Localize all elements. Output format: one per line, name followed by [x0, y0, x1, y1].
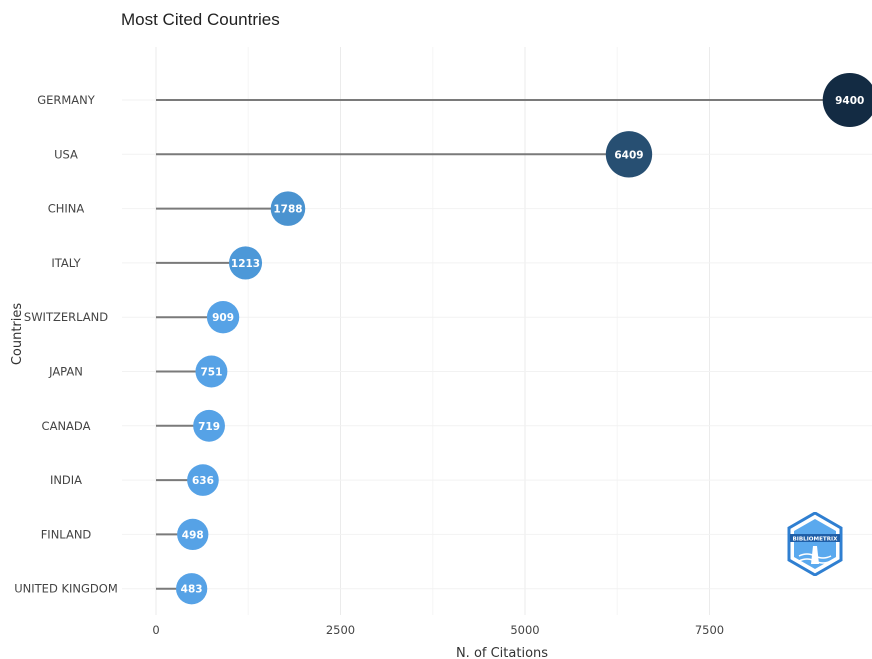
bibliometrix-logo: BIBLIOMETRIX	[787, 512, 843, 576]
y-tick-label: INDIA	[50, 473, 82, 487]
y-tick-label: GERMANY	[37, 93, 96, 107]
data-label: 483	[181, 584, 203, 596]
data-label: 719	[198, 421, 220, 433]
x-tick-label: 2500	[326, 623, 355, 637]
x-axis-label: N. of Citations	[456, 646, 548, 659]
x-tick-label: 0	[152, 623, 159, 637]
y-tick-label: CHINA	[48, 202, 85, 216]
y-tick-label: ITALY	[51, 256, 81, 270]
data-label: 751	[200, 367, 222, 379]
chart-title: Most Cited Countries	[121, 10, 280, 29]
point	[228, 246, 263, 280]
point	[193, 409, 225, 442]
point	[270, 191, 306, 226]
grid	[122, 47, 872, 615]
y-tick-label: SWITZERLAND	[24, 310, 108, 324]
stems	[156, 99, 850, 590]
y-tick-label: FINLAND	[41, 527, 92, 541]
point	[822, 73, 872, 127]
y-tick-label: JAPAN	[48, 365, 83, 379]
point	[176, 573, 208, 605]
logo-hexagon-inner	[794, 519, 836, 569]
x-tick-label: 5000	[510, 623, 539, 637]
points	[176, 73, 872, 605]
data-label: 1788	[273, 204, 302, 216]
data-labels: 9400 6409 1788 1213 909 751 719 636 498 483	[181, 95, 865, 596]
y-tick-label: CANADA	[42, 419, 91, 433]
data-label: 636	[192, 475, 214, 487]
point	[206, 301, 240, 334]
x-tick-labels: 0 2500 5000 7500	[152, 623, 724, 637]
y-tick-label: UNITED KINGDOM	[14, 582, 118, 596]
y-tick-label: USA	[54, 147, 78, 161]
logo-waves	[798, 553, 832, 564]
data-label: 9400	[835, 95, 864, 107]
data-label: 1213	[231, 258, 260, 270]
point	[177, 518, 209, 551]
logo-text: BIBLIOMETRIX	[793, 537, 839, 543]
y-tick-labels: GERMANY USA CHINA ITALY SWITZERLAND JAPAN CANA…	[14, 93, 118, 596]
point	[195, 355, 228, 388]
point	[605, 131, 653, 178]
point	[187, 464, 219, 496]
data-label: 498	[182, 529, 204, 541]
data-label: 6409	[614, 149, 643, 161]
logo-banner	[790, 534, 840, 542]
logo-hexagon-outer	[787, 512, 843, 576]
x-tick-label: 7500	[695, 623, 724, 637]
y-axis-label: Countries	[10, 303, 25, 366]
data-label: 909	[212, 312, 234, 324]
